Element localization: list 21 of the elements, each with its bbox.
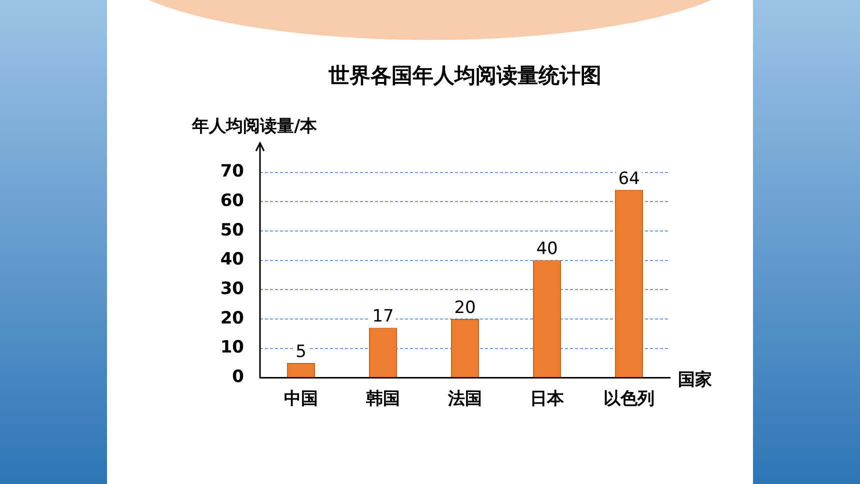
y-tick-label: 10 bbox=[220, 338, 244, 358]
y-axis-title: 年人均阅读量/本 bbox=[191, 116, 318, 136]
y-tick-label: 30 bbox=[220, 279, 244, 300]
x-tick-label: 日本 bbox=[530, 389, 565, 410]
x-axis-title: 国家 bbox=[678, 370, 712, 390]
data-label: 64 bbox=[618, 168, 640, 189]
x-tick-label: 以色列 bbox=[604, 389, 654, 410]
x-tick-label: 法国 bbox=[447, 389, 482, 410]
y-tick-label: 20 bbox=[220, 308, 244, 328]
y-tick-label: 60 bbox=[220, 191, 244, 212]
data-label: 17 bbox=[372, 306, 394, 327]
y-tick-label: 50 bbox=[220, 220, 244, 240]
data-label: 40 bbox=[536, 239, 558, 260]
y-tick-label: 0 bbox=[232, 367, 244, 388]
x-tick-label: 韩国 bbox=[365, 389, 400, 410]
y-tick-label: 70 bbox=[220, 162, 244, 182]
chart-title: 世界各国年人均阅读量统计图 bbox=[328, 63, 602, 88]
x-tick-label: 中国 bbox=[284, 389, 318, 410]
data-label: 20 bbox=[454, 298, 476, 318]
y-tick-label: 40 bbox=[220, 250, 244, 270]
data-label: 5 bbox=[296, 342, 306, 362]
